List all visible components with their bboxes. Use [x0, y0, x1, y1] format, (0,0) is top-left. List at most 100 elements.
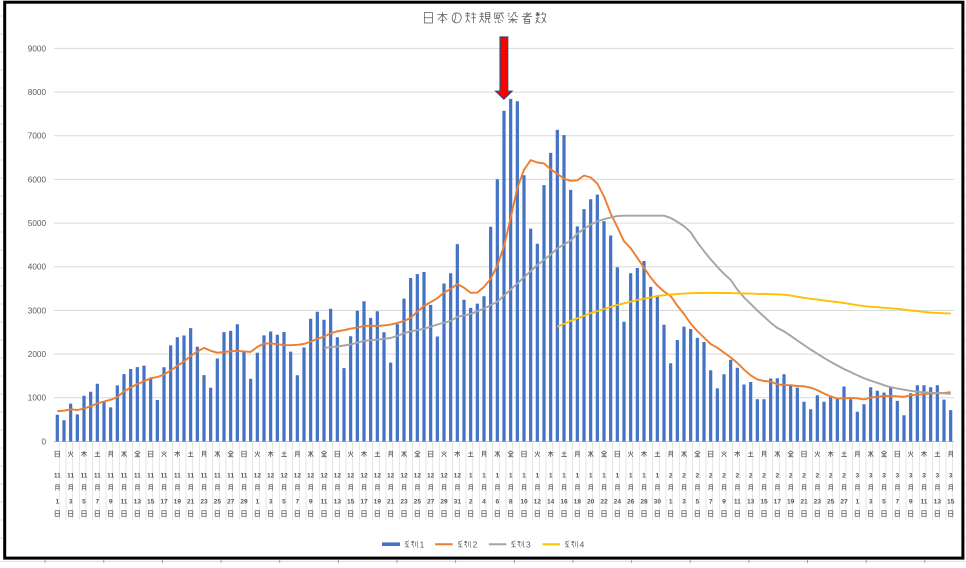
- svg-text:21: 21: [187, 498, 195, 505]
- svg-text:30: 30: [654, 498, 662, 505]
- svg-text:21: 21: [387, 498, 395, 505]
- svg-text:12: 12: [254, 473, 262, 480]
- svg-text:8000: 8000: [28, 88, 47, 97]
- svg-text:11: 11: [67, 473, 74, 480]
- svg-text:3: 3: [526, 539, 531, 549]
- svg-text:8: 8: [509, 498, 513, 505]
- svg-text:11: 11: [227, 473, 234, 480]
- svg-text:11: 11: [81, 473, 88, 480]
- svg-text:3: 3: [682, 498, 686, 505]
- svg-text:4: 4: [482, 498, 486, 505]
- svg-text:1: 1: [255, 498, 259, 505]
- svg-text:27: 27: [427, 498, 435, 505]
- svg-text:1: 1: [509, 473, 513, 480]
- svg-text:12: 12: [440, 473, 448, 480]
- svg-text:1: 1: [469, 473, 473, 480]
- svg-text:2: 2: [762, 473, 766, 480]
- svg-text:25: 25: [827, 498, 835, 505]
- svg-text:31: 31: [454, 498, 462, 505]
- svg-text:23: 23: [400, 498, 408, 505]
- svg-text:6: 6: [495, 498, 499, 505]
- svg-text:4: 4: [580, 539, 585, 549]
- svg-text:1: 1: [522, 473, 526, 480]
- svg-text:10: 10: [520, 498, 528, 505]
- svg-text:12: 12: [347, 473, 355, 480]
- svg-text:9: 9: [722, 498, 726, 505]
- svg-text:1: 1: [655, 473, 659, 480]
- svg-text:25: 25: [414, 498, 422, 505]
- svg-text:26: 26: [627, 498, 635, 505]
- svg-text:18: 18: [574, 498, 582, 505]
- svg-text:1: 1: [575, 473, 579, 480]
- svg-text:12: 12: [360, 473, 368, 480]
- svg-text:9: 9: [309, 498, 313, 505]
- svg-text:23: 23: [814, 498, 822, 505]
- svg-text:11: 11: [321, 498, 328, 505]
- svg-text:15: 15: [347, 498, 355, 505]
- svg-text:22: 22: [600, 498, 608, 505]
- svg-text:1: 1: [482, 473, 486, 480]
- svg-text:11: 11: [201, 473, 208, 480]
- svg-text:11: 11: [241, 473, 248, 480]
- svg-text:1: 1: [549, 473, 553, 480]
- svg-text:1: 1: [535, 473, 539, 480]
- svg-text:3: 3: [949, 473, 953, 480]
- svg-text:24: 24: [614, 498, 622, 505]
- svg-text:2: 2: [682, 473, 686, 480]
- svg-text:9: 9: [909, 498, 913, 505]
- svg-text:2000: 2000: [28, 350, 47, 359]
- svg-text:9000: 9000: [28, 44, 47, 53]
- svg-text:11: 11: [134, 473, 141, 480]
- svg-text:1000: 1000: [28, 394, 47, 403]
- svg-text:12: 12: [307, 473, 315, 480]
- svg-text:7: 7: [709, 498, 713, 505]
- svg-text:11: 11: [94, 473, 101, 480]
- svg-text:2: 2: [802, 473, 806, 480]
- svg-text:3: 3: [869, 473, 873, 480]
- svg-text:12: 12: [454, 473, 462, 480]
- svg-text:12: 12: [334, 473, 342, 480]
- svg-text:5: 5: [882, 498, 886, 505]
- svg-text:7: 7: [95, 498, 99, 505]
- svg-text:7: 7: [295, 498, 299, 505]
- svg-text:1: 1: [629, 473, 633, 480]
- svg-text:25: 25: [214, 498, 222, 505]
- svg-text:3: 3: [922, 473, 926, 480]
- svg-text:3: 3: [855, 473, 859, 480]
- svg-text:2: 2: [775, 473, 779, 480]
- svg-text:12: 12: [400, 473, 408, 480]
- svg-text:5: 5: [82, 498, 86, 505]
- svg-text:19: 19: [174, 498, 182, 505]
- svg-text:1: 1: [589, 473, 593, 480]
- svg-text:11: 11: [187, 473, 194, 480]
- svg-text:12: 12: [387, 473, 395, 480]
- svg-text:5000: 5000: [28, 219, 47, 228]
- svg-text:11: 11: [921, 498, 928, 505]
- svg-text:5: 5: [282, 498, 286, 505]
- svg-text:3: 3: [935, 473, 939, 480]
- svg-text:1: 1: [495, 473, 499, 480]
- svg-text:27: 27: [227, 498, 235, 505]
- svg-text:3: 3: [909, 473, 913, 480]
- svg-text:2: 2: [722, 473, 726, 480]
- svg-text:2: 2: [829, 473, 833, 480]
- svg-text:6000: 6000: [28, 175, 47, 184]
- svg-text:13: 13: [334, 498, 342, 505]
- svg-text:19: 19: [374, 498, 382, 505]
- svg-text:7: 7: [895, 498, 899, 505]
- svg-text:4000: 4000: [28, 263, 47, 272]
- svg-text:3: 3: [895, 473, 899, 480]
- svg-text:12: 12: [320, 473, 328, 480]
- svg-text:1: 1: [55, 498, 59, 505]
- svg-text:27: 27: [840, 498, 848, 505]
- svg-text:13: 13: [134, 498, 142, 505]
- svg-text:2: 2: [789, 473, 793, 480]
- svg-text:3: 3: [269, 498, 273, 505]
- svg-text:12: 12: [427, 473, 435, 480]
- svg-text:11: 11: [161, 473, 168, 480]
- svg-text:19: 19: [787, 498, 795, 505]
- svg-text:11: 11: [121, 498, 128, 505]
- svg-text:3: 3: [69, 498, 73, 505]
- svg-text:3: 3: [882, 473, 886, 480]
- svg-text:15: 15: [947, 498, 955, 505]
